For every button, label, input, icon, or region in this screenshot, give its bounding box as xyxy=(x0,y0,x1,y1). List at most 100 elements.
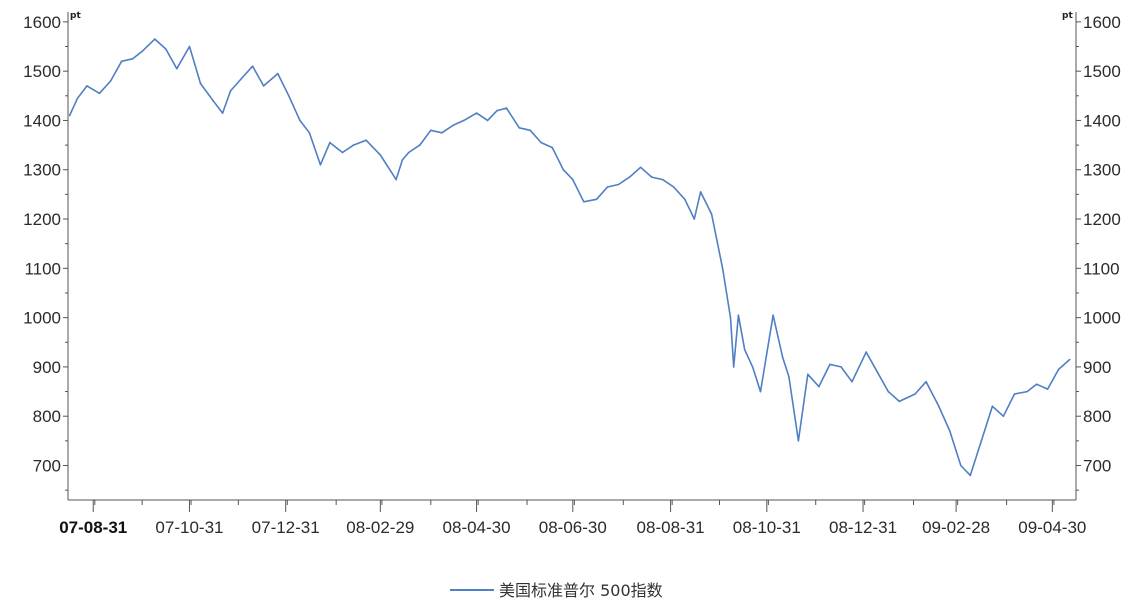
data-point xyxy=(829,363,831,366)
data-point xyxy=(1026,390,1028,393)
data-point xyxy=(496,109,498,112)
data-point xyxy=(865,351,867,353)
data-point xyxy=(693,218,696,220)
x-tick-label: 07-08-31 xyxy=(59,518,127,537)
x-tick-label: 08-04-30 xyxy=(443,518,511,537)
data-point xyxy=(583,201,585,203)
data-point xyxy=(518,127,520,129)
data-point xyxy=(441,132,443,134)
data-point xyxy=(759,390,762,393)
data-point xyxy=(68,114,71,117)
data-point xyxy=(176,67,178,70)
right-tick-label: 700 xyxy=(1083,456,1111,475)
x-tick-label: 09-02-28 xyxy=(922,518,990,537)
data-point xyxy=(308,132,311,134)
data-point xyxy=(529,129,531,132)
data-point xyxy=(1057,368,1060,371)
data-point xyxy=(991,405,994,408)
right-tick-label: 1400 xyxy=(1083,111,1121,130)
x-tick-label: 07-10-31 xyxy=(155,518,223,537)
x-tick-label: 08-02-29 xyxy=(346,518,414,537)
x-axis: 07-08-31 07-10-31 07-12-31 08-02-29 08-04-30… xyxy=(59,500,1086,537)
data-point xyxy=(617,183,620,186)
data-point xyxy=(925,380,927,383)
data-point xyxy=(86,85,88,87)
x-tick-label: 09-04-30 xyxy=(1018,518,1086,537)
data-point xyxy=(188,45,191,48)
data-point xyxy=(840,366,842,368)
data-point xyxy=(606,186,609,188)
data-point xyxy=(672,186,675,188)
right-tick-label: 800 xyxy=(1083,407,1111,426)
legend-label: 美国标准普尔 500指数 xyxy=(499,581,663,600)
data-point xyxy=(319,164,322,166)
legend: 美国标准普尔 500指数 xyxy=(450,581,663,600)
left-tick-label: 1100 xyxy=(24,259,61,278)
right-unit-label: pt xyxy=(1062,11,1073,21)
data-point xyxy=(751,366,754,368)
data-point xyxy=(684,198,686,201)
data-point xyxy=(818,385,820,388)
data-point xyxy=(1002,415,1005,418)
data-point xyxy=(710,213,713,215)
plot-area xyxy=(68,38,1071,477)
data-point xyxy=(475,112,478,114)
data-point xyxy=(109,80,112,82)
data-point xyxy=(960,464,962,467)
data-point xyxy=(898,400,901,403)
data-point xyxy=(452,124,454,127)
data-point xyxy=(949,430,951,432)
data-point xyxy=(365,139,367,141)
data-point xyxy=(240,77,243,80)
data-point xyxy=(341,151,344,154)
data-point xyxy=(807,373,809,376)
data-point xyxy=(407,151,410,154)
data-point xyxy=(390,171,393,173)
data-point xyxy=(595,198,598,201)
right-y-axis: 700 800 900 1000 1100 1200 1300 1400 1500 1600 xyxy=(1076,13,1121,491)
left-tick-label: 1200 xyxy=(23,210,61,229)
data-point xyxy=(732,366,735,368)
right-tick-label: 1100 xyxy=(1083,259,1120,278)
right-tick-label: 1300 xyxy=(1083,161,1121,180)
left-tick-label: 800 xyxy=(33,407,61,426)
data-point xyxy=(379,154,382,156)
data-point xyxy=(251,65,254,67)
data-point xyxy=(221,112,224,114)
data-point xyxy=(562,168,565,171)
data-point xyxy=(788,376,790,378)
data-point xyxy=(212,99,214,102)
left-tick-label: 1300 xyxy=(23,161,61,180)
axes: pt pt xyxy=(67,11,1077,501)
data-point xyxy=(401,159,404,161)
data-point xyxy=(914,393,916,395)
data-point xyxy=(277,72,279,75)
left-tick-label: 700 xyxy=(33,456,61,475)
left-unit-label: pt xyxy=(70,11,81,21)
x-tick-label: 08-12-31 xyxy=(829,518,897,537)
left-tick-label: 1600 xyxy=(23,13,61,32)
data-point xyxy=(639,166,642,169)
data-point xyxy=(1046,388,1049,390)
data-point xyxy=(628,176,631,178)
data-point xyxy=(395,178,397,181)
right-tick-label: 1500 xyxy=(1083,62,1121,81)
left-tick-label: 900 xyxy=(33,358,61,377)
data-point xyxy=(980,440,983,442)
left-tick-label: 1400 xyxy=(23,111,61,130)
x-tick-label: 07-12-31 xyxy=(252,518,320,537)
data-point xyxy=(938,405,940,408)
right-tick-label: 1000 xyxy=(1083,309,1121,328)
right-tick-label: 1200 xyxy=(1083,210,1121,229)
data-point xyxy=(540,141,542,144)
data-point xyxy=(262,85,265,87)
data-point xyxy=(572,178,574,181)
data-point xyxy=(650,176,653,178)
right-tick-label: 1600 xyxy=(1083,13,1121,32)
x-tick-label: 08-10-31 xyxy=(733,518,801,537)
data-point xyxy=(729,316,732,319)
data-point xyxy=(98,92,101,95)
data-point xyxy=(76,97,79,100)
data-point xyxy=(154,38,156,40)
